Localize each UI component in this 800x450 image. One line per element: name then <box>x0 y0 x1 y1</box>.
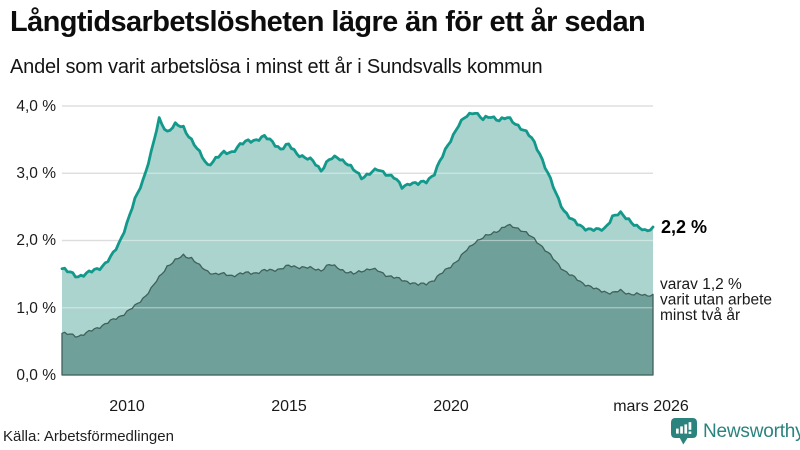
y-tick-label: 4,0 % <box>16 98 56 115</box>
y-tick-label: 3,0 % <box>16 165 56 182</box>
newsworthy-logo[interactable]: Newsworthy <box>671 418 800 448</box>
two-year-area <box>62 224 653 375</box>
x-tick-label: mars 2026 <box>613 398 689 415</box>
last-value-annotation: 2,2 % <box>661 217 707 237</box>
y-tick-label: 0,0 % <box>16 367 56 384</box>
page-title: Långtidsarbetslösheten lägre än för ett … <box>10 6 646 38</box>
y-tick-label: 1,0 % <box>16 300 56 317</box>
newsworthy-logo-text: Newsworthy <box>703 421 800 442</box>
total-line <box>60 111 655 279</box>
two-year-note-line: varit utan arbete <box>660 292 772 309</box>
newsworthy-logo-icon <box>671 418 697 445</box>
two-year-line <box>61 223 654 376</box>
source-credit: Källa: Arbetsförmedlingen <box>3 428 174 445</box>
area-chart: 4,0 % 3,0 % 2,0 % 1,0 % 0,0 % 2010 2015 … <box>16 98 772 415</box>
x-tick-label: 2020 <box>433 398 469 415</box>
chart-layers <box>60 105 655 376</box>
chart-subtitle: Andel som varit arbetslösa i minst ett å… <box>10 56 543 78</box>
x-tick-label: 2010 <box>109 398 145 415</box>
two-year-note-line: varav 1,2 % <box>660 276 742 293</box>
two-year-note-line: minst två år <box>660 307 740 324</box>
x-tick-label: 2015 <box>271 398 307 415</box>
y-tick-label: 2,0 % <box>16 232 56 249</box>
